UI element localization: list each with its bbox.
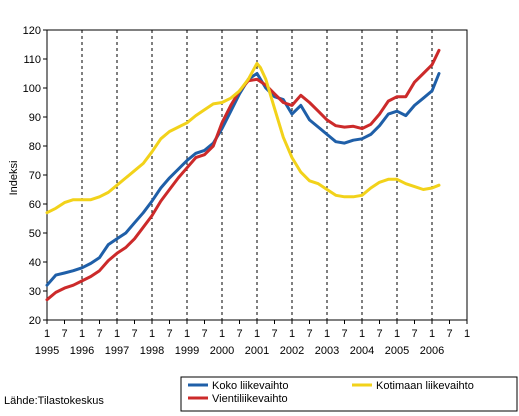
x-year-label: 1996 [70,345,94,357]
y-tick-label: 30 [29,286,41,298]
legend-entry: Vientiliikevaihto [212,393,288,405]
x-tick-label: 1 [219,328,225,340]
x-year-label: 2000 [210,345,234,357]
x-tick-label: 1 [359,328,365,340]
legend-entry: Koko liikevaihto [212,380,288,392]
x-year-label: 2006 [420,345,444,357]
y-tick-label: 100 [23,83,41,95]
x-tick-label: 7 [236,328,242,340]
y-tick-label: 70 [29,170,41,182]
x-year-label: 2001 [245,345,269,357]
series-lines [45,48,441,302]
y-tick-label: 80 [29,141,41,153]
y-axis-label: Indeksi [8,161,20,196]
x-tick-label: 7 [131,328,137,340]
x-tick-label: 1 [464,328,470,340]
x-tick-label: 7 [446,328,452,340]
x-tick-label: 1 [289,328,295,340]
source-note: Lähde:Tilastokeskus [4,395,104,407]
x-tick-label: 7 [341,328,347,340]
y-tick-label: 40 [29,257,41,269]
y-tick-label: 50 [29,228,41,240]
x-tick-label: 1 [394,328,400,340]
y-tick-label: 120 [23,25,41,37]
x-tick-label: 1 [254,328,260,340]
legend-entry: Kotimaan liikevaihto [376,380,474,392]
y-tick-label: 60 [29,199,41,211]
x-tick-label: 7 [166,328,172,340]
x-tick-label: 7 [306,328,312,340]
x-tick-label: 1 [79,328,85,340]
x-tick-label: 1 [44,328,50,340]
x-tick-label: 7 [411,328,417,340]
series-line [45,61,441,215]
y-tick-label: 110 [23,54,41,66]
x-year-label: 1995 [35,345,59,357]
x-year-label: 2002 [280,345,304,357]
y-tick-label: 20 [29,315,41,327]
x-tick-label: 7 [201,328,207,340]
x-year-label: 1997 [105,345,129,357]
x-tick-label: 1 [184,328,190,340]
x-tick-label: 7 [96,328,102,340]
x-year-label: 2004 [350,345,374,357]
x-year-label: 1999 [175,345,199,357]
x-tick-label: 1 [429,328,435,340]
legend-box [180,376,518,412]
x-tick-label: 1 [149,328,155,340]
x-tick-label: 7 [271,328,277,340]
x-tick-label: 7 [376,328,382,340]
x-year-label: 1998 [140,345,164,357]
x-tick-label: 1 [114,328,120,340]
x-tick-label: 7 [61,328,67,340]
y-tick-label: 90 [29,112,41,124]
x-tick-label: 1 [324,328,330,340]
y-axis-ticks: 20 30 40 50 60 70 80 90 100 110 120 [23,25,47,327]
x-year-label: 2003 [315,345,339,357]
x-year-label: 2005 [385,345,409,357]
series-line [45,72,441,287]
